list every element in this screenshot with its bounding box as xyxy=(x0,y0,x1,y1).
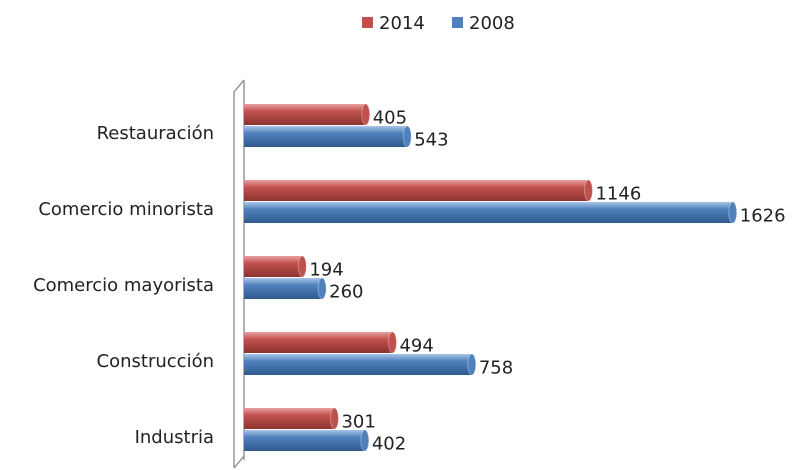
bar-cap xyxy=(297,255,307,278)
data-label: 543 xyxy=(414,130,448,151)
bar xyxy=(244,256,303,277)
bar-cap xyxy=(387,331,397,354)
y-tick-label: Industria xyxy=(135,427,214,448)
bar-cap xyxy=(583,179,593,202)
y-tick-label: Comercio minorista xyxy=(38,199,214,220)
data-label: 494 xyxy=(399,336,433,357)
bar-cap xyxy=(361,103,371,126)
bar-cap xyxy=(329,407,339,430)
legend-swatch xyxy=(362,17,373,28)
bar-cap xyxy=(402,125,412,148)
data-label: 402 xyxy=(372,434,406,455)
y-tick-label: Comercio mayorista xyxy=(33,275,214,296)
legend-label: 2008 xyxy=(469,13,515,34)
data-label: 405 xyxy=(373,108,407,129)
axis-wall xyxy=(233,79,245,469)
bar xyxy=(244,180,589,201)
bar xyxy=(244,104,366,125)
data-label: 758 xyxy=(479,358,513,379)
data-label: 301 xyxy=(341,412,375,433)
bar-cap xyxy=(317,277,327,300)
bar xyxy=(244,354,472,375)
data-label: 1146 xyxy=(595,184,641,205)
y-tick-label: Restauración xyxy=(97,123,214,144)
legend-swatch xyxy=(452,17,463,28)
bar xyxy=(244,278,323,299)
bar-cap xyxy=(728,201,738,224)
bar-cap xyxy=(467,353,477,376)
data-label: 194 xyxy=(309,260,343,281)
legend-label: 2014 xyxy=(379,13,425,34)
bar xyxy=(244,408,335,429)
data-label: 260 xyxy=(329,282,363,303)
data-label: 1626 xyxy=(740,206,786,227)
bar xyxy=(244,126,408,147)
bar xyxy=(244,430,365,451)
bar-cap xyxy=(360,429,370,452)
bar xyxy=(244,202,733,223)
y-tick-label: Construcción xyxy=(97,351,214,372)
bar xyxy=(244,332,393,353)
